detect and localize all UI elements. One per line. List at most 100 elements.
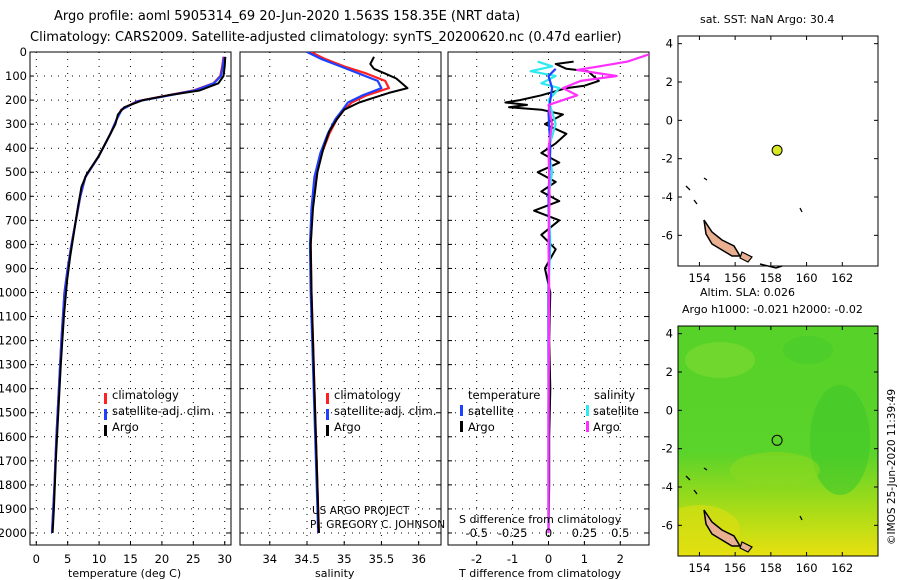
y-tick-label: 1300 [0,358,27,372]
y-tick-label: 0 [20,45,27,59]
legend-satellite-swatch [104,409,107,420]
x-tick-label: 10 [92,552,107,566]
y-tick-label: 100 [5,69,27,83]
x-tick-label: 30 [217,552,232,566]
x-tick-label: -1 [507,552,518,566]
legend-satellite-swatch [326,409,329,420]
small-islands [685,177,803,213]
x-tick-label: 0 [33,552,40,566]
legend-argo-swatch [104,425,107,436]
map-y-tick-label: 2 [666,75,673,89]
x-tick-label: 0 [545,552,552,566]
sla-map-title-line2: Argo h1000: -0.021 h2000: -0.02 [682,303,863,316]
argo-float-marker [771,144,783,156]
y-tick-label: 800 [5,237,27,251]
map-y-tick-label: 4 [666,327,673,341]
sst-map-title: sat. SST: NaN Argo: 30.4 [700,13,834,26]
temperature-panel: 0100200300400500600700800900100011001200… [0,45,232,580]
legend-satellite-label: satellite-adj. clim. [112,404,214,418]
y-tick-label: 400 [5,141,27,155]
y-tick-label: 1800 [0,478,27,492]
coastline [685,177,803,269]
map-y-tick-label: -4 [662,190,673,204]
x-tick-label: 34 [262,552,277,566]
x-tick-label: 1 [581,552,588,566]
x-tick-label: 25 [186,552,201,566]
difference-panel: -2 -1 0 1 2 T difference from climatology S … [447,51,650,580]
salinity-axes-frame [239,51,442,546]
island-landmass [739,541,753,553]
map-y-tick-label: -2 [662,442,673,456]
island-landmass [703,219,742,257]
difference-legend: temperature salinity satellite Argo sate… [460,388,639,434]
map-y-tick-label: 4 [666,37,673,51]
map-x-tick-label: 156 [724,561,746,575]
project-annotation-line2: PI: GREGORY C. JOHNSON [310,519,445,531]
secondary-x-tick-label: -0.25 [498,526,528,540]
legend-s-satellite-label: satellite [593,404,639,418]
y-tick-label: 1400 [0,382,27,396]
secondary-x-tick-label: 0.25 [572,526,598,540]
sla-patch [810,385,870,495]
island-landmass [703,509,742,547]
y-tick-label: 1200 [0,334,27,348]
x-tick-label: -2 [471,552,482,566]
map-y-tick-label: -6 [662,228,673,242]
legend-t-satellite-swatch [460,405,463,416]
legend-t-argo-swatch [460,421,463,432]
legend-t-satellite-label: satellite [468,404,514,418]
secondary-x-tick-label: 0 [545,526,552,540]
y-tick-label: 1500 [0,406,27,420]
x-tick-label: 15 [123,552,138,566]
sla-patch [685,342,755,378]
map-x-tick-label: 156 [724,271,746,285]
y-tick-label: 1100 [0,310,27,324]
x-tick-label: 2 [617,552,624,566]
island-landmass [739,251,753,263]
legend-argo-label: Argo [334,420,361,434]
sst-map: sat. SST: NaN Argo: 30.4 154 156 158 160 162… [662,13,879,285]
map-x-tick-label: 162 [831,271,853,285]
salinity-panel: 34 34.5 35 35.5 36 salinity climatology sate… [239,51,445,580]
legend-t-argo-label: Argo [468,420,495,434]
map-x-tick-label: 162 [831,561,853,575]
x-tick-label: 5 [64,552,71,566]
secondary-x-tick-label: 0.5 [611,526,629,540]
sla-map-frame [677,325,879,557]
figure-title-line2: Climatology: CARS2009. Satellite-adjuste… [30,30,622,45]
map-x-tick-label: 158 [760,271,782,285]
t-difference-xlabel: T difference from climatology [458,567,621,580]
y-tick-label: 700 [5,213,27,227]
map-y-tick-label: -2 [662,152,673,166]
figure-title-line1: Argo profile: aoml 5905314_69 20-Jun-202… [54,9,520,24]
map-x-tick-label: 158 [760,561,782,575]
sla-patch [730,452,820,488]
coastline-segment [759,263,783,269]
map-x-tick-label: 160 [796,271,818,285]
legend-climatology-swatch [326,393,329,404]
y-tick-label: 600 [5,189,27,203]
y-tick-label: 1600 [0,430,27,444]
y-tick-label: 2000 [0,526,27,540]
series-line-s-diff-argo [547,53,649,533]
sla-map: Altim. SLA: 0.026 Argo h1000: -0.021 h20… [662,286,879,575]
sla-map-title-line1: Altim. SLA: 0.026 [700,286,795,299]
temperature-xlabel: temperature (deg C) [68,567,181,580]
x-tick-label: 35 [337,552,352,566]
argo-float-marker [771,434,783,446]
map-y-tick-label: -6 [662,518,673,532]
legend-argo-label: Argo [112,420,139,434]
x-tick-label: 20 [155,552,170,566]
legend-climatology-swatch [104,393,107,404]
temperature-axes-frame [29,51,232,546]
s-difference-xlabel: S difference from climatology [459,513,622,526]
legend-s-argo-label: Argo [593,420,620,434]
legend-argo-swatch [326,425,329,436]
sla-field [678,326,878,556]
x-tick-label: 36 [411,552,426,566]
imos-watermark: ©IMOS 25-Jun-2020 11:39:49 [886,389,898,545]
map-y-tick-label: 2 [666,365,673,379]
map-x-tick-label: 154 [688,561,710,575]
project-annotation-line1: US ARGO PROJECT [312,505,410,517]
